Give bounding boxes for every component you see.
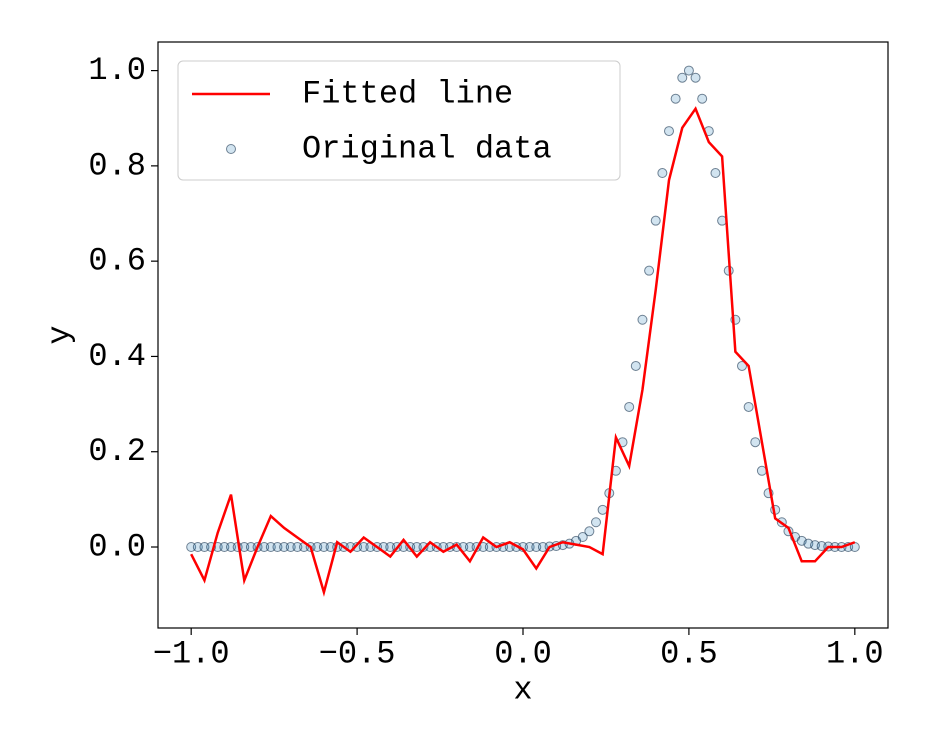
legend-marker [226,144,236,154]
plot-frame [157,41,889,629]
legend-label: Fitted line [302,75,513,112]
x-tick-label: 0.0 [494,635,552,672]
scatter-point [737,360,747,371]
scatter-point [650,215,661,226]
scatter-point [677,72,688,83]
legend-label: Original data [302,130,552,167]
scatter-point [591,517,601,528]
scatter-point [630,360,641,371]
scatter-point [710,168,721,179]
legend-box [177,60,621,181]
scatter-point [670,93,681,104]
scatter-point [584,526,595,537]
scatter-point [644,265,655,276]
fitted-line [190,106,856,597]
scatter-point [750,437,761,448]
scatter-point [756,465,767,476]
scatter-point [637,314,648,325]
scatter-point [664,126,674,137]
y-tick-label: 0.6 [88,243,146,280]
legend: Fitted line Original data [177,60,621,181]
y-tick-label: 1.0 [88,52,146,89]
scatter-point [624,401,635,412]
scatter-point [683,65,694,76]
y-tick-label: 0.0 [88,528,146,565]
scatter-point [597,504,608,515]
y-tick-label: 0.4 [88,338,146,375]
scatter-point [657,168,668,179]
x-tick-label: −1.0 [153,635,230,672]
scatter-point [577,532,588,543]
y-tick-label: 0.2 [88,433,146,470]
y-label: y [41,325,78,344]
scatter-point [690,72,701,83]
y-tick-label: 0.8 [88,147,146,184]
x-tick-label: 0.5 [660,635,718,672]
x-label: x [513,671,532,708]
scatter-point [743,401,754,412]
x-tick-label: 1.0 [826,635,884,672]
scatter-point [697,93,708,104]
x-tick-label: −0.5 [319,635,396,672]
